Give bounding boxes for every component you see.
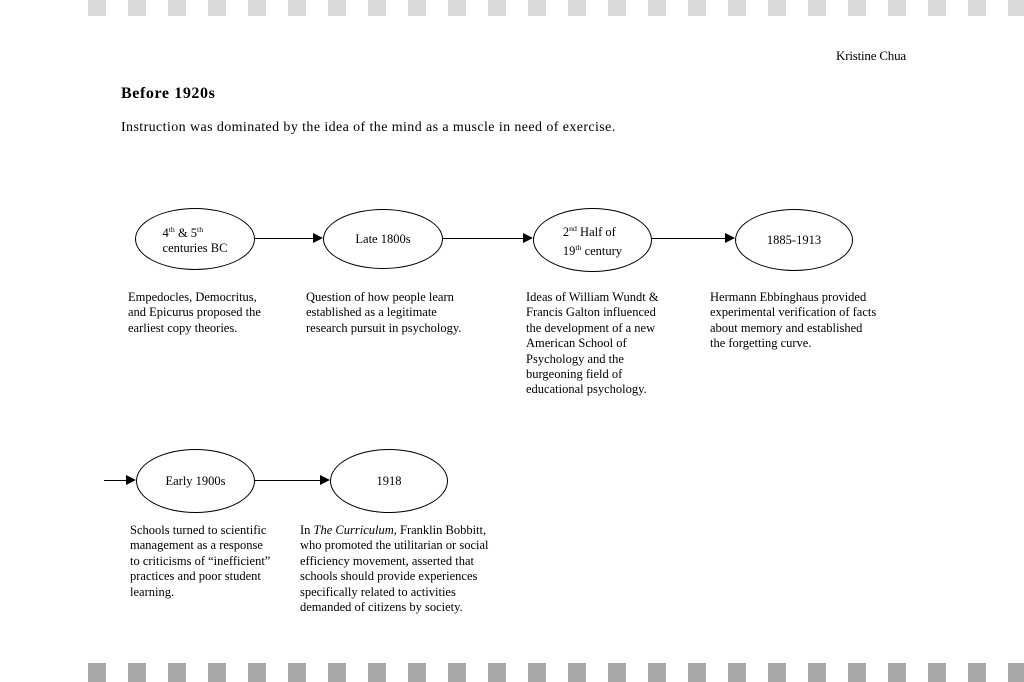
arrow-shaft: [104, 479, 129, 481]
italic-book-title: The Curriculum: [313, 523, 394, 537]
arrow-head-icon: [725, 233, 735, 243]
timeline-desc-2nd-half-19th-century: Ideas of William Wundt & Francis Galton …: [526, 290, 659, 397]
oval-label: Late 1800s: [355, 231, 411, 246]
page-subtitle: Instruction was dominated by the idea of…: [121, 120, 616, 135]
timeline-oval-late-1800s: Late 1800s: [323, 209, 443, 269]
oval-label: 1918: [376, 473, 402, 488]
timeline-oval-4th-5th-centuries-bc: 4th & 5th centuries BC: [135, 208, 255, 270]
timeline-desc-early-1900s: Schools turned to scientific management …: [130, 523, 271, 599]
timeline-oval-1885-1913: 1885-1913: [735, 209, 853, 271]
arrow-connector-3: [651, 233, 735, 243]
filmstrip-border-top: [88, 0, 1024, 16]
arrow-shaft: [254, 237, 316, 239]
timeline-desc-1918: In The Curriculum, Franklin Bobbitt, who…: [300, 523, 489, 615]
oval-label: 4th & 5th centuries BC: [162, 224, 228, 256]
arrow-head-icon: [320, 475, 330, 485]
arrow-shaft: [442, 237, 526, 239]
arrow-connector-4: [254, 475, 330, 485]
arrow-head-icon: [126, 475, 136, 485]
timeline-desc-1885-1913: Hermann Ebbinghaus provided experimental…: [710, 290, 877, 351]
timeline-desc-late-1800s: Question of how people learn established…: [306, 290, 462, 335]
timeline-oval-2nd-half-19th-century: 2nd Half of 19th century: [533, 208, 652, 272]
arrow-connector-2: [442, 233, 533, 243]
filmstrip-border-bottom: [88, 663, 1024, 682]
oval-label: 2nd Half of 19th century: [562, 223, 623, 259]
timeline-oval-1918: 1918: [330, 449, 448, 513]
arrow-head-icon: [313, 233, 323, 243]
author-name: Kristine Chua: [836, 48, 906, 63]
oval-label: Early 1900s: [165, 473, 226, 488]
arrow-shaft: [254, 479, 323, 481]
arrow-connector-row2-entry: [104, 475, 136, 485]
page-title: Before 1920s: [121, 85, 216, 102]
oval-label: 1885-1913: [766, 232, 822, 247]
timeline-desc-4th-5th-centuries-bc: Empedocles, Democritus, and Epicurus pro…: [128, 290, 261, 335]
arrow-connector-1: [254, 233, 323, 243]
timeline-oval-early-1900s: Early 1900s: [136, 449, 255, 513]
arrow-shaft: [651, 237, 728, 239]
arrow-head-icon: [523, 233, 533, 243]
